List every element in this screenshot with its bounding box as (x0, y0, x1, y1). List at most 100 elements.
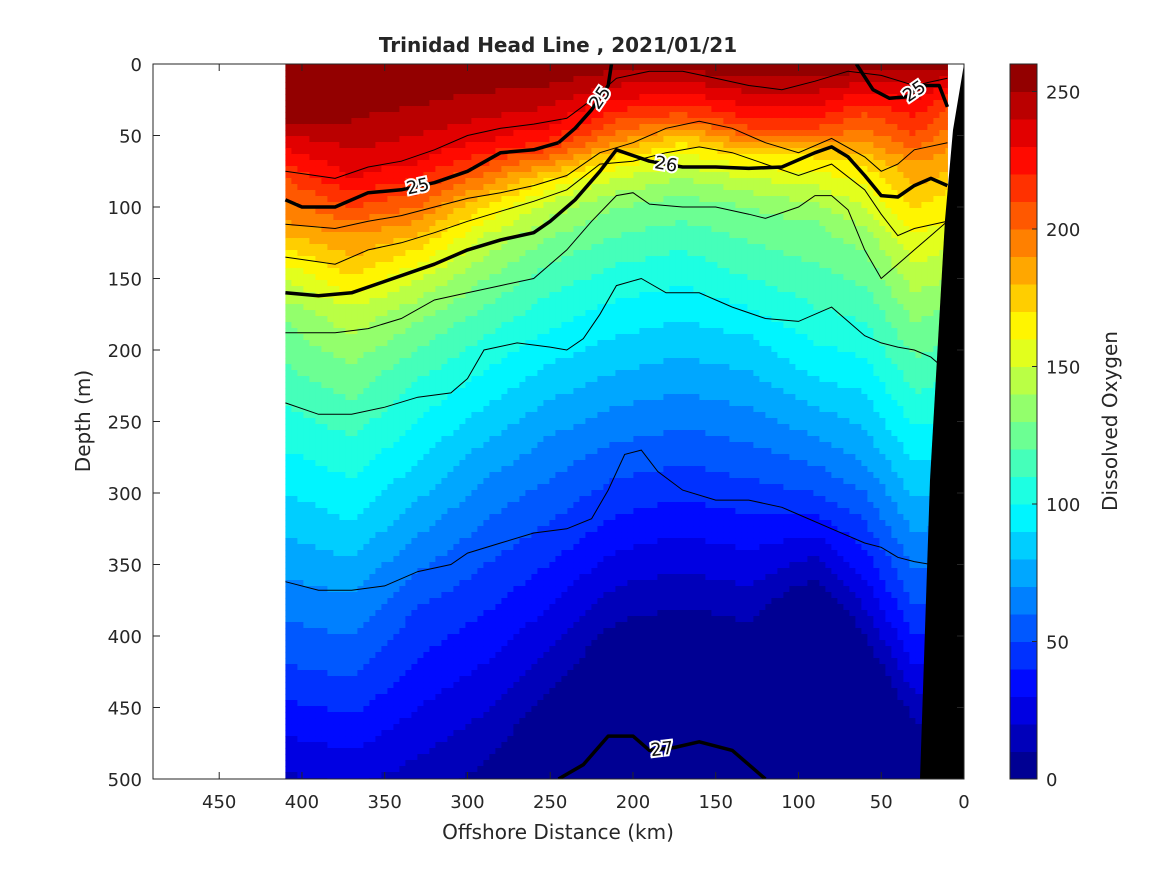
oxygen-cell (453, 502, 460, 509)
oxygen-cell (303, 124, 310, 131)
oxygen-cell (411, 190, 418, 197)
oxygen-cell (399, 304, 406, 311)
oxygen-cell (435, 574, 442, 581)
oxygen-cell (501, 484, 508, 491)
oxygen-cell (501, 160, 508, 167)
oxygen-cell (357, 526, 364, 533)
oxygen-cell (387, 568, 394, 575)
oxygen-cell (297, 148, 304, 155)
oxygen-cell (321, 364, 328, 371)
oxygen-cell (339, 580, 346, 587)
oxygen-cell (531, 250, 538, 257)
oxygen-cell (495, 754, 502, 761)
oxygen-cell (471, 394, 478, 401)
oxygen-cell (441, 688, 448, 695)
oxygen-cell (351, 310, 358, 317)
oxygen-cell (357, 580, 364, 587)
oxygen-cell (303, 130, 310, 137)
oxygen-cell (501, 646, 508, 653)
oxygen-cell (477, 394, 484, 401)
oxygen-cell (291, 634, 298, 641)
oxygen-cell (363, 610, 370, 617)
oxygen-cell (351, 124, 358, 131)
oxygen-cell (525, 736, 532, 743)
oxygen-cell (321, 376, 328, 383)
oxygen-cell (429, 370, 436, 377)
oxygen-cell (369, 88, 376, 95)
oxygen-cell (507, 142, 514, 149)
oxygen-cell (291, 736, 298, 743)
oxygen-cell (387, 694, 394, 701)
oxygen-cell (465, 352, 472, 359)
oxygen-cell (339, 772, 346, 779)
oxygen-cell (525, 580, 532, 587)
oxygen-cell (285, 364, 292, 371)
oxygen-cell (303, 406, 310, 413)
oxygen-cell (429, 454, 436, 461)
oxygen-cell (477, 94, 484, 101)
oxygen-cell (333, 628, 340, 635)
oxygen-cell (495, 640, 502, 647)
oxygen-cell (345, 616, 352, 623)
oxygen-cell (471, 586, 478, 593)
oxygen-cell (315, 502, 322, 509)
oxygen-cell (501, 394, 508, 401)
oxygen-cell (315, 172, 322, 179)
oxygen-cell (339, 112, 346, 119)
oxygen-cell (477, 646, 484, 653)
oxygen-cell (447, 376, 454, 383)
oxygen-cell (405, 100, 412, 107)
oxygen-cell (303, 730, 310, 737)
oxygen-cell (333, 688, 340, 695)
oxygen-cell (351, 664, 358, 671)
oxygen-cell (519, 334, 526, 341)
oxygen-cell (465, 670, 472, 677)
oxygen-cell (411, 274, 418, 281)
oxygen-cell (423, 430, 430, 437)
oxygen-cell (399, 700, 406, 707)
oxygen-cell (411, 712, 418, 719)
oxygen-cell (393, 544, 400, 551)
oxygen-cell (525, 544, 532, 551)
oxygen-cell (489, 772, 496, 779)
oxygen-cell (483, 178, 490, 185)
oxygen-cell (453, 238, 460, 245)
oxygen-cell (459, 454, 466, 461)
oxygen-cell (375, 754, 382, 761)
oxygen-cell (321, 190, 328, 197)
oxygen-cell (309, 232, 316, 239)
oxygen-cell (525, 622, 532, 629)
oxygen-cell (417, 514, 424, 521)
oxygen-cell (417, 130, 424, 137)
oxygen-cell (417, 400, 424, 407)
oxygen-cell (459, 94, 466, 101)
oxygen-cell (291, 148, 298, 155)
oxygen-cell (285, 340, 292, 347)
oxygen-cell (453, 700, 460, 707)
oxygen-cell (471, 292, 478, 299)
oxygen-cell (315, 586, 322, 593)
oxygen-cell (381, 226, 388, 233)
oxygen-cell (489, 274, 496, 281)
oxygen-cell (519, 706, 526, 713)
oxygen-cell (369, 232, 376, 239)
oxygen-cell (357, 670, 364, 677)
oxygen-cell (303, 178, 310, 185)
oxygen-cell (501, 418, 508, 425)
oxygen-cell (327, 418, 334, 425)
oxygen-cell (351, 724, 358, 731)
oxygen-cell (309, 478, 316, 485)
oxygen-cell (387, 688, 394, 695)
oxygen-cell (285, 202, 292, 209)
oxygen-cell (321, 610, 328, 617)
oxygen-cell (297, 196, 304, 203)
oxygen-cell (405, 76, 412, 83)
oxygen-cell (417, 154, 424, 161)
oxygen-cell (333, 226, 340, 233)
oxygen-cell (375, 406, 382, 413)
oxygen-cell (417, 190, 424, 197)
oxygen-cell (321, 388, 328, 395)
oxygen-cell (411, 466, 418, 473)
oxygen-cell (285, 568, 292, 575)
